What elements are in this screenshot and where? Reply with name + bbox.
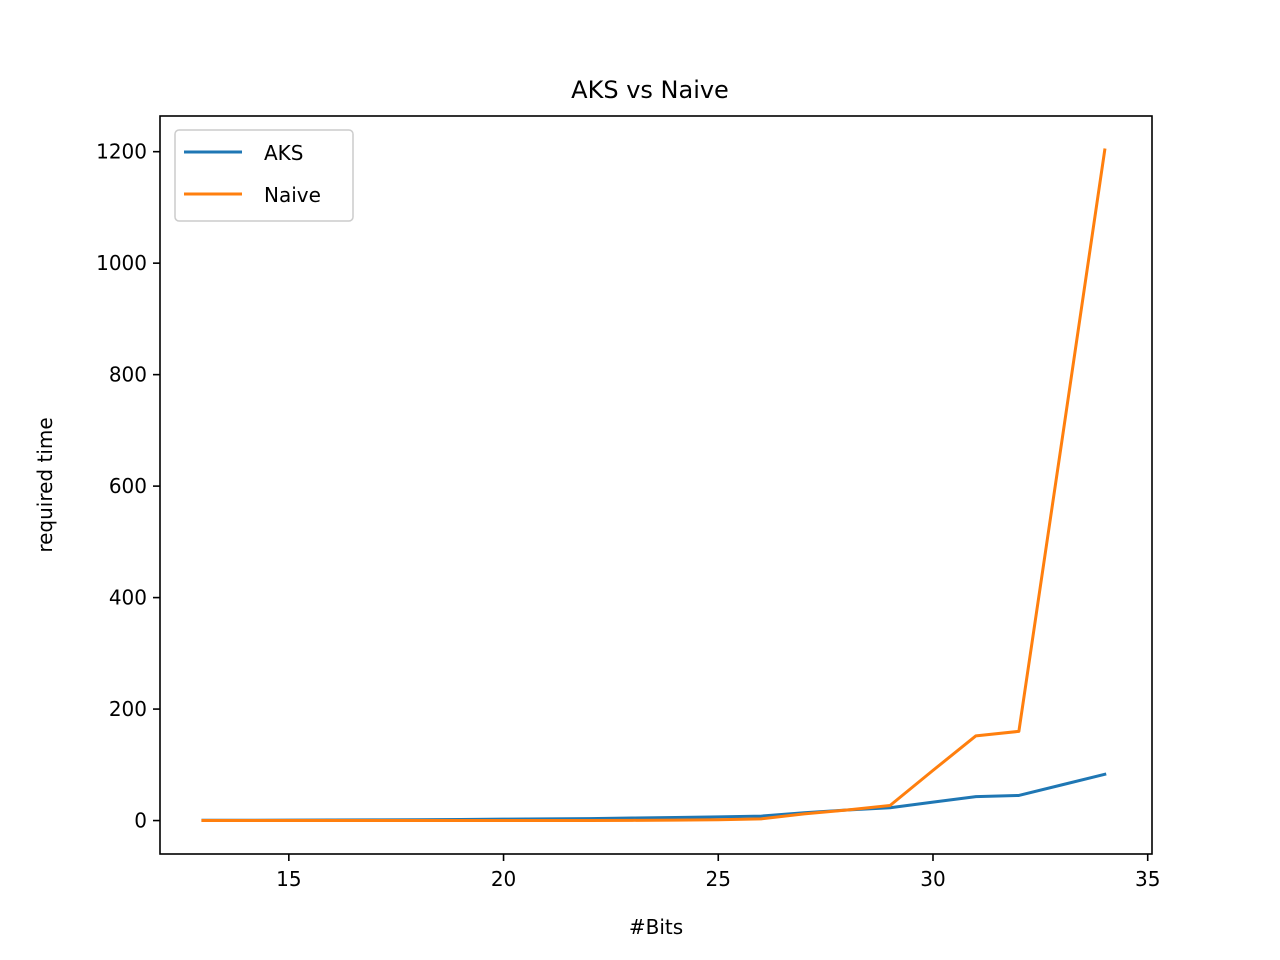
legend-label-aks: AKS — [264, 141, 304, 165]
y-tick-label: 800 — [109, 363, 147, 387]
x-axis-label: #Bits — [629, 915, 683, 939]
chart-title: AKS vs Naive — [571, 76, 729, 104]
legend-label-naive: Naive — [264, 183, 321, 207]
x-tick-label: 35 — [1135, 867, 1160, 891]
x-tick-label: 30 — [920, 867, 945, 891]
y-tick-label: 200 — [109, 697, 147, 721]
y-tick-label: 600 — [109, 474, 147, 498]
x-tick-label: 15 — [276, 867, 301, 891]
series-layer — [201, 148, 1107, 823]
y-axis-label: required time — [33, 417, 57, 552]
y-axis: 0 200 400 600 800 1000 1200 — [96, 140, 160, 833]
plot-area-frame — [159, 115, 1153, 855]
y-tick-label: 1200 — [96, 140, 147, 164]
y-tick-label: 0 — [134, 809, 147, 833]
x-tick-label: 20 — [491, 867, 516, 891]
x-axis: 15 20 25 30 35 — [276, 854, 1160, 891]
legend: AKS Naive — [174, 129, 354, 222]
x-tick-label: 25 — [706, 867, 731, 891]
series-line-naive — [201, 148, 1107, 823]
y-tick-label: 400 — [109, 586, 147, 610]
legend-items: AKS Naive — [184, 141, 321, 207]
y-tick-label: 1000 — [96, 251, 147, 275]
